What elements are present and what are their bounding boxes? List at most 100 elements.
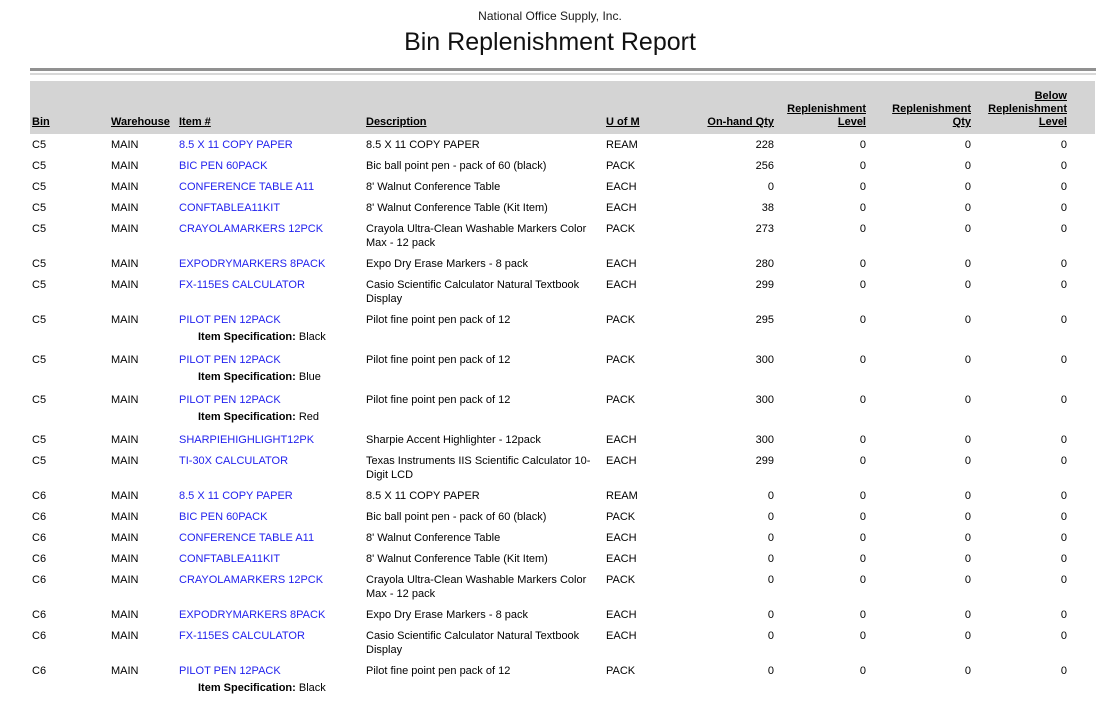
replenishment-level-cell: 0 (859, 354, 866, 366)
bin-cell: C5 (32, 354, 47, 366)
below-replenishment-level-cell: 0 (1060, 181, 1067, 193)
table-row: C5 MAIN PILOT PEN 12PACK Pilot fine point p… (30, 389, 1095, 410)
col-header-below: Below Replenishment Level (971, 81, 1095, 134)
description-cell: Bic ball point pen - pack of 60 (black) (366, 160, 547, 172)
replenishment-level-cell: 0 (859, 553, 866, 565)
item-link[interactable]: FX-115ES CALCULATOR (179, 279, 305, 291)
table-row: C6 MAIN CONFERENCE TABLE A11 8' Walnut Conf… (30, 527, 1095, 548)
description-cell: Pilot fine point pen pack of 12 (366, 354, 511, 366)
bin-cell: C6 (32, 532, 47, 544)
company-name: National Office Supply, Inc. (478, 9, 622, 23)
item-link[interactable]: TI-30X CALCULATOR (179, 455, 289, 467)
description-cell: Casio Scientific Calculator Natural Text… (366, 630, 580, 656)
replenishment-level-cell: 0 (859, 490, 866, 502)
item-link[interactable]: CRAYOLAMARKERS 12PCK (179, 574, 324, 586)
onhand-qty-cell: 0 (767, 181, 774, 193)
uom-cell: REAM (606, 139, 638, 151)
item-link[interactable]: EXPODRYMARKERS 8PACK (179, 258, 326, 270)
table-row: C5 MAIN SHARPIEHIGHLIGHT12PK Sharpie Accent… (30, 429, 1095, 450)
item-spec-label: Item Specification: (198, 331, 296, 343)
item-spec-label: Item Specification: (198, 411, 296, 423)
description-cell: 8.5 X 11 COPY PAPER (366, 139, 480, 151)
replenishment-qty-cell: 0 (964, 223, 971, 235)
below-replenishment-level-cell: 0 (1060, 609, 1067, 621)
item-cell: 8.5 X 11 COPY PAPER (179, 485, 366, 506)
spec-spacer-cell (30, 330, 179, 349)
below-replenishment-level-cell: 0 (1060, 574, 1067, 586)
item-cell: EXPODRYMARKERS 8PACK (179, 253, 366, 274)
uom-cell: PACK (606, 394, 636, 406)
item-cell: PILOT PEN 12PACK (179, 309, 366, 330)
replenishment-qty-cell: 0 (964, 314, 971, 326)
uom-cell: EACH (606, 630, 637, 642)
item-link[interactable]: CONFERENCE TABLE A11 (179, 181, 315, 193)
item-link[interactable]: BIC PEN 60PACK (179, 160, 268, 172)
item-link[interactable]: CONFTABLEA11KIT (179, 553, 281, 565)
page-title: Bin Replenishment Report (404, 28, 696, 56)
replenishment-qty-cell: 0 (964, 139, 971, 151)
bin-cell: C5 (32, 181, 47, 193)
item-spec-value: Black (298, 331, 326, 343)
item-spec-row: Item Specification: Black (30, 681, 1095, 700)
item-link[interactable]: EXPODRYMARKERS 8PACK (179, 609, 326, 621)
onhand-qty-cell: 300 (755, 354, 774, 366)
bin-cell: C6 (32, 630, 47, 642)
item-link[interactable]: 8.5 X 11 COPY PAPER (179, 490, 293, 502)
description-cell: Expo Dry Erase Markers - 8 pack (366, 609, 528, 621)
table-row: C5 MAIN 8.5 X 11 COPY PAPER 8.5 X 11 COPY P… (30, 134, 1095, 155)
item-cell: FX-115ES CALCULATOR (179, 625, 366, 660)
warehouse-cell: MAIN (111, 532, 139, 544)
replenishment-qty-cell: 0 (964, 181, 971, 193)
bin-cell: C5 (32, 160, 47, 172)
warehouse-cell: MAIN (111, 490, 139, 502)
replenishment-level-cell: 0 (859, 181, 866, 193)
uom-cell: EACH (606, 434, 637, 446)
item-link[interactable]: PILOT PEN 12PACK (179, 354, 281, 366)
item-link[interactable]: SHARPIEHIGHLIGHT12PK (179, 434, 315, 446)
onhand-qty-cell: 295 (755, 314, 774, 326)
onhand-qty-cell: 228 (755, 139, 774, 151)
table-row: C5 MAIN FX-115ES CALCULATOR Casio Scientifi… (30, 274, 1095, 309)
warehouse-cell: MAIN (111, 394, 139, 406)
description-cell: Bic ball point pen - pack of 60 (black) (366, 511, 547, 523)
item-spec-cell: Item Specification: Red (179, 410, 1095, 429)
item-link[interactable]: FX-115ES CALCULATOR (179, 630, 305, 642)
item-cell: CONFERENCE TABLE A11 (179, 527, 366, 548)
below-replenishment-level-cell: 0 (1060, 532, 1067, 544)
bin-cell: C6 (32, 665, 47, 677)
item-link[interactable]: CRAYOLAMARKERS 12PCK (179, 223, 324, 235)
table-row: C6 MAIN PILOT PEN 12PACK Pilot fine point p… (30, 660, 1095, 681)
item-spec-row: Item Specification: Black (30, 330, 1095, 349)
uom-cell: EACH (606, 532, 637, 544)
uom-cell: REAM (606, 490, 638, 502)
description-cell: 8' Walnut Conference Table (366, 181, 501, 193)
uom-cell: PACK (606, 574, 636, 586)
item-link[interactable]: PILOT PEN 12PACK (179, 394, 281, 406)
uom-cell: PACK (606, 314, 636, 326)
item-link[interactable]: 8.5 X 11 COPY PAPER (179, 139, 293, 151)
table-row: C5 MAIN CRAYOLAMARKERS 12PCK Crayola Ultra-… (30, 218, 1095, 253)
below-replenishment-level-cell: 0 (1060, 394, 1067, 406)
replenishment-level-cell: 0 (859, 665, 866, 677)
replenishment-level-cell: 0 (859, 223, 866, 235)
item-cell: CONFERENCE TABLE A11 (179, 176, 366, 197)
warehouse-cell: MAIN (111, 665, 139, 677)
item-link[interactable]: CONFERENCE TABLE A11 (179, 532, 315, 544)
below-replenishment-level-cell: 0 (1060, 553, 1067, 565)
below-replenishment-level-cell: 0 (1060, 490, 1067, 502)
item-link[interactable]: BIC PEN 60PACK (179, 511, 268, 523)
description-cell: Crayola Ultra-Clean Washable Markers Col… (366, 223, 587, 249)
table-row: C5 MAIN TI-30X CALCULATOR Texas Instruments… (30, 450, 1095, 485)
item-link[interactable]: PILOT PEN 12PACK (179, 314, 281, 326)
uom-cell: PACK (606, 160, 636, 172)
item-link[interactable]: CONFTABLEA11KIT (179, 202, 281, 214)
bin-cell: C5 (32, 202, 47, 214)
below-replenishment-level-cell: 0 (1060, 630, 1067, 642)
replenishment-qty-cell: 0 (964, 511, 971, 523)
replenishment-level-cell: 0 (859, 160, 866, 172)
item-link[interactable]: PILOT PEN 12PACK (179, 665, 281, 677)
warehouse-cell: MAIN (111, 314, 139, 326)
report-page: National Office Supply, Inc. Bin Repleni… (30, 9, 1096, 700)
replenishment-level-cell: 0 (859, 258, 866, 270)
bin-cell: C5 (32, 434, 47, 446)
